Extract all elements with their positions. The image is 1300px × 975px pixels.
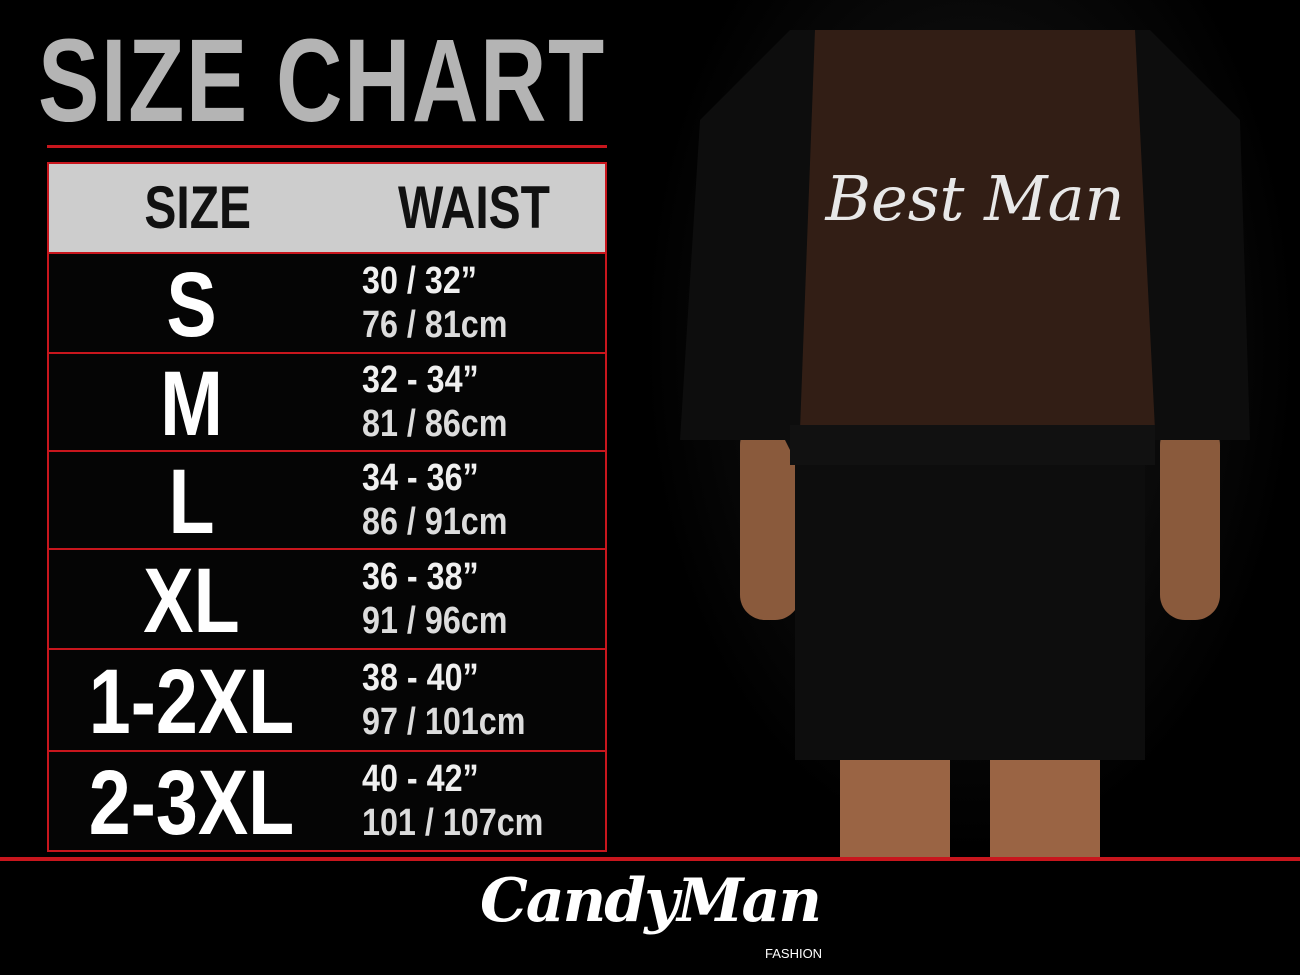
brand-logo: CandyMan FASHION <box>480 866 840 971</box>
waist-cm: 97 / 101cm <box>362 701 526 743</box>
header-waist: WAIST <box>398 174 550 241</box>
waist-cm: 101 / 107cm <box>362 802 544 844</box>
robe-belt <box>790 425 1155 465</box>
waist-cm: 76 / 81cm <box>362 304 508 346</box>
waist-value: 40 - 42” 101 / 107cm <box>362 757 543 845</box>
waist-inches: 36 - 38” <box>362 556 479 598</box>
table-body: S 30 / 32” 76 / 81cm M 32 - 34” 81 / 86c… <box>49 254 605 850</box>
waist-value: 36 - 38” 91 / 96cm <box>362 555 507 643</box>
size-label: 1-2XL <box>88 651 295 753</box>
waist-value: 30 / 32” 76 / 81cm <box>362 259 507 347</box>
size-label: 2-3XL <box>88 752 295 854</box>
robe-print-text: Best Man <box>824 162 1124 235</box>
mesh-panel <box>800 30 1155 430</box>
divider <box>47 145 607 148</box>
waist-cm: 91 / 96cm <box>362 600 508 642</box>
waist-inches: 30 / 32” <box>362 260 477 302</box>
page-title: SIZE CHART <box>38 15 606 147</box>
size-table: SIZE WAIST S 30 / 32” 76 / 81cm M 32 - 3… <box>47 162 607 852</box>
size-label: M <box>160 353 223 455</box>
footer-divider <box>0 857 1300 861</box>
brand-sub: FASHION <box>765 946 823 961</box>
waist-value: 38 - 40” 97 / 101cm <box>362 656 525 744</box>
header-size: SIZE <box>144 174 252 241</box>
table-row: M 32 - 34” 81 / 86cm <box>49 354 605 452</box>
waist-cm: 86 / 91cm <box>362 501 508 543</box>
waist-inches: 32 - 34” <box>362 359 479 401</box>
brand-name: CandyMan <box>480 866 822 936</box>
table-row: S 30 / 32” 76 / 81cm <box>49 254 605 354</box>
table-row: 1-2XL 38 - 40” 97 / 101cm <box>49 650 605 752</box>
table-row: 2-3XL 40 - 42” 101 / 107cm <box>49 752 605 850</box>
table-row: XL 36 - 38” 91 / 96cm <box>49 550 605 650</box>
right-arm <box>1160 420 1220 620</box>
waist-inches: 38 - 40” <box>362 657 479 699</box>
size-label: S <box>166 254 217 356</box>
waist-value: 32 - 34” 81 / 86cm <box>362 358 507 446</box>
robe-illustration: Best Man <box>680 30 1250 857</box>
waist-inches: 40 - 42” <box>362 758 479 800</box>
size-label: L <box>168 451 215 553</box>
table-header: SIZE WAIST <box>49 164 605 254</box>
table-row: L 34 - 36” 86 / 91cm <box>49 452 605 550</box>
product-photo: Best Man <box>640 0 1300 857</box>
waist-inches: 34 - 36” <box>362 457 479 499</box>
size-label: XL <box>143 550 240 652</box>
waist-cm: 81 / 86cm <box>362 403 508 445</box>
left-arm <box>740 420 800 620</box>
waist-value: 34 - 36” 86 / 91cm <box>362 456 507 544</box>
